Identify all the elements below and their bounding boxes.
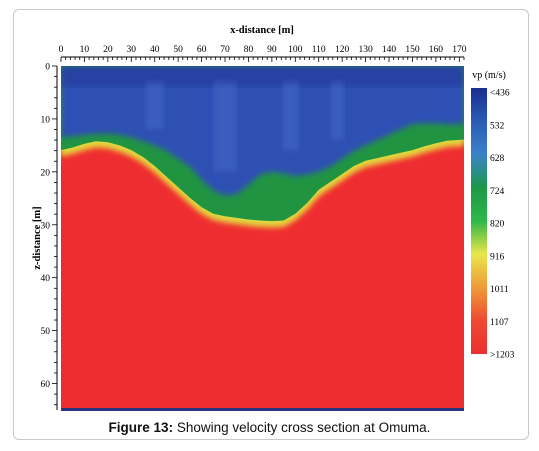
y-tick-label: 50 [41, 327, 51, 337]
figure-caption: Figure 13: Showing velocity cross sectio… [0, 420, 539, 435]
x-tick-label: 40 [150, 45, 160, 55]
colorbar-label: 1107 [490, 318, 509, 328]
x-tick-label: 140 [382, 45, 397, 55]
x-tick-label: 50 [173, 45, 183, 55]
colorbar-label: 724 [490, 187, 505, 197]
x-tick-label: 110 [312, 45, 326, 55]
y-axis-title: z-distance [m] [32, 206, 43, 269]
surface-band [61, 66, 464, 88]
colorbar-label: 1011 [490, 285, 509, 295]
colorbar-label: 628 [490, 154, 505, 164]
x-axis-title: x-distance [m] [230, 25, 294, 36]
velocity-streak [330, 81, 345, 141]
x-tick-label: 10 [80, 45, 90, 55]
velocity-streak [145, 81, 165, 130]
y-tick-label: 0 [45, 63, 50, 73]
colorbar-labels: <436 532 628 724 820 916 1011 1107 >1203 [490, 89, 515, 361]
x-tick-label: 130 [358, 45, 373, 55]
velocity-streak [213, 81, 237, 172]
caption-label: Figure 13: [108, 420, 174, 435]
caption-text: Showing velocity cross section at Omuma. [176, 420, 431, 435]
y-tick-label: 30 [41, 221, 51, 231]
colorbar-label: 532 [490, 121, 505, 131]
colorbar-label: >1203 [490, 351, 515, 361]
y-tick-label: 60 [41, 380, 51, 390]
x-tick-label: 160 [429, 45, 444, 55]
x-tick-label: 150 [405, 45, 420, 55]
x-tick-label: 60 [197, 45, 207, 55]
colorbar-label: <436 [490, 89, 510, 99]
velocity-streak [282, 81, 299, 151]
y-tick-label: 20 [41, 168, 51, 178]
x-tick-label: 80 [244, 45, 254, 55]
colorbar-label: 820 [490, 220, 505, 230]
plot-bottom-bar [61, 408, 464, 411]
heatmap-field [61, 66, 464, 410]
colorbar-title: vp (m/s) [472, 70, 506, 81]
x-tick-label: 120 [335, 45, 350, 55]
colorbar [471, 88, 487, 354]
x-axis: 0 10 20 30 40 50 60 70 80 90 100 110 120 130 140 150 160… [59, 45, 467, 62]
x-tick-label: 20 [103, 45, 113, 55]
x-tick-label: 70 [220, 45, 230, 55]
x-tick-label: 100 [288, 45, 303, 55]
y-axis: 0 10 20 30 40 50 60 [41, 63, 58, 410]
colorbar-label: 916 [490, 252, 505, 262]
y-tick-label: 40 [41, 274, 51, 284]
x-tick-label: 0 [59, 45, 64, 55]
x-tick-label: 170 [452, 45, 467, 55]
x-tick-label: 30 [127, 45, 137, 55]
x-tick-label: 90 [267, 45, 277, 55]
y-tick-label: 10 [41, 115, 51, 125]
